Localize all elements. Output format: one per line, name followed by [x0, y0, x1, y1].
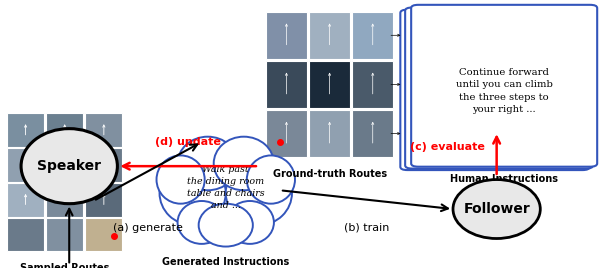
FancyBboxPatch shape: [352, 12, 393, 59]
FancyBboxPatch shape: [46, 148, 83, 182]
FancyBboxPatch shape: [7, 183, 44, 217]
FancyBboxPatch shape: [309, 61, 350, 108]
FancyBboxPatch shape: [400, 10, 589, 170]
FancyBboxPatch shape: [7, 113, 44, 147]
Text: Generated Instructions: Generated Instructions: [162, 257, 290, 267]
FancyBboxPatch shape: [46, 113, 83, 147]
FancyBboxPatch shape: [352, 110, 393, 157]
Text: (d) update: (d) update: [155, 137, 221, 147]
Ellipse shape: [453, 180, 541, 239]
Ellipse shape: [178, 137, 238, 190]
FancyBboxPatch shape: [85, 183, 122, 217]
FancyBboxPatch shape: [266, 110, 307, 157]
Ellipse shape: [226, 201, 274, 244]
Ellipse shape: [21, 129, 117, 204]
FancyBboxPatch shape: [85, 148, 122, 182]
Text: Continue forward
until you can climb
the three steps to
your right ...: Continue forward until you can climb the…: [456, 68, 553, 114]
Text: Human Instructions: Human Instructions: [450, 174, 558, 184]
Text: (c) evaluate: (c) evaluate: [410, 142, 485, 152]
Ellipse shape: [199, 204, 253, 247]
FancyBboxPatch shape: [46, 183, 83, 217]
Ellipse shape: [157, 155, 205, 204]
Ellipse shape: [226, 161, 292, 225]
Text: Sampled Routes: Sampled Routes: [20, 263, 110, 268]
FancyBboxPatch shape: [85, 218, 122, 251]
Text: (a) generate: (a) generate: [113, 223, 182, 233]
FancyBboxPatch shape: [7, 148, 44, 182]
Ellipse shape: [178, 201, 226, 244]
FancyBboxPatch shape: [352, 61, 393, 108]
Text: Follower: Follower: [464, 202, 530, 216]
Text: Ground-truth Routes: Ground-truth Routes: [273, 169, 386, 179]
FancyBboxPatch shape: [7, 218, 44, 251]
FancyBboxPatch shape: [309, 12, 350, 59]
Text: (b) train: (b) train: [344, 223, 389, 233]
FancyBboxPatch shape: [405, 8, 593, 169]
Ellipse shape: [181, 143, 271, 232]
Text: Speaker: Speaker: [37, 159, 101, 173]
Text: Walk past
the dining room
table and chairs
and ...: Walk past the dining room table and chai…: [187, 165, 264, 210]
FancyBboxPatch shape: [411, 5, 597, 167]
Ellipse shape: [247, 155, 295, 204]
Ellipse shape: [160, 161, 226, 225]
Ellipse shape: [214, 137, 274, 190]
FancyBboxPatch shape: [309, 110, 350, 157]
FancyBboxPatch shape: [85, 113, 122, 147]
FancyBboxPatch shape: [266, 12, 307, 59]
FancyBboxPatch shape: [266, 61, 307, 108]
FancyBboxPatch shape: [46, 218, 83, 251]
